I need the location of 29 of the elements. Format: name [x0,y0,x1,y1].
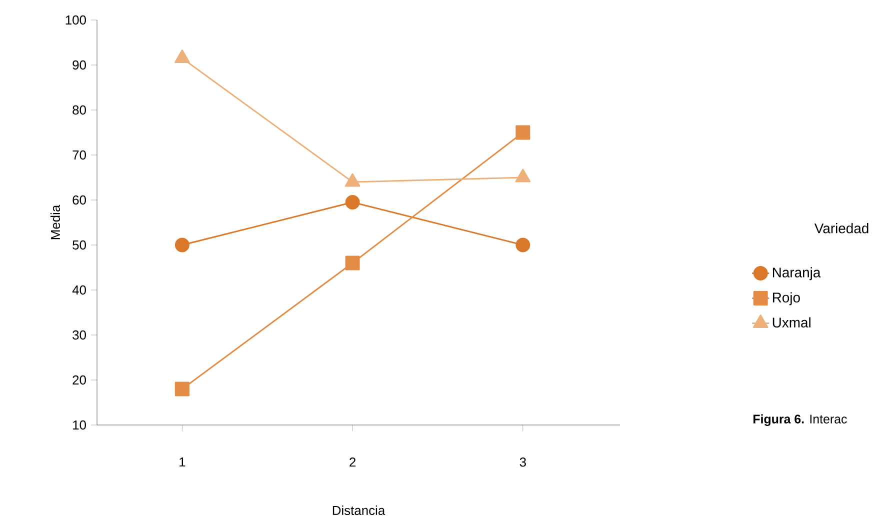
point [174,238,190,252]
point [345,195,360,210]
y-tick-label: 10 [73,420,86,430]
legend-label: Rojo [772,292,800,306]
point [344,173,360,187]
y-tick-label: 70 [72,150,86,160]
point [345,256,360,270]
y-tick-label: 80 [72,105,86,115]
y-tick-label: 20 [72,375,86,385]
y-tick-label: 60 [72,195,86,205]
y-tick-label: 40 [72,285,86,295]
legend-label: Uxmal [772,317,810,328]
y-axis-title: Media [50,204,60,240]
y-tick-label: 100 [66,15,86,25]
text: Figura 6. Interac [753,414,847,426]
x-tick-label: 3 [520,458,526,467]
x-tick-label: 2 [350,458,356,467]
legend-label: Naranja [772,267,821,280]
y-tick-label: 90 [72,60,86,70]
y-tick-label: 30 [72,330,86,340]
point [174,50,190,64]
legend-title: Variedad [814,223,868,234]
point [516,125,530,140]
point [516,238,530,252]
point [174,382,190,396]
x-tick-label: 1 [180,458,186,466]
y-tick-label: 50 [72,240,86,250]
x-axis-title: Distancia [332,506,386,516]
point [515,168,531,182]
